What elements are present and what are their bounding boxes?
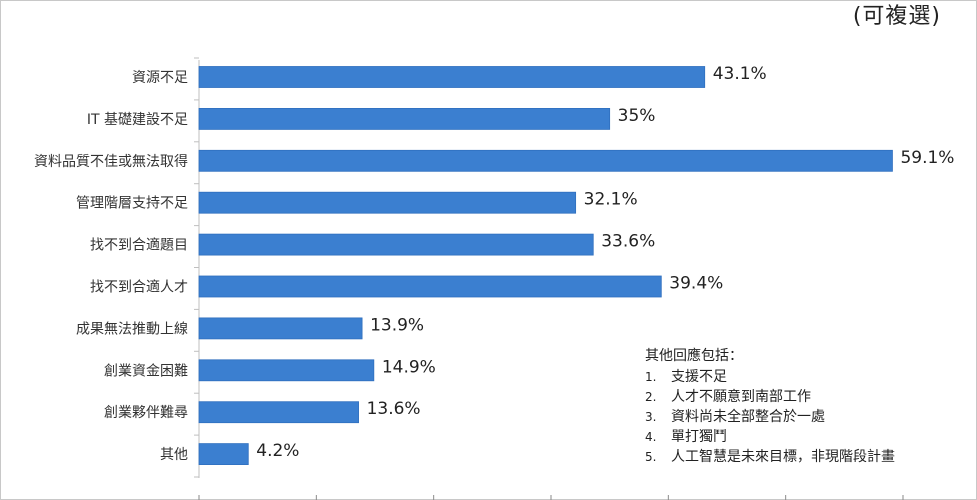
bar [198,275,662,298]
note-number: 3. [645,410,657,424]
data-label: 4.2% [256,441,299,461]
note-number: 1. [645,370,657,384]
note-number: 5. [645,450,657,464]
bar [198,108,611,130]
bar [198,66,706,88]
note-text: 單打獨鬥 [671,429,727,445]
data-label: 33.6% [601,232,655,252]
multi-select-note: (可複選) [852,4,941,29]
note-text: 資料尚未全部整合於一處 [671,409,825,425]
category-label: 資源不足 [132,70,188,86]
category-label: 找不到合適人才 [90,279,188,296]
note-item: 4. 單打獨鬥 [645,427,895,447]
bar [198,401,359,424]
category-label: 找不到合適題目 [90,237,188,254]
data-label: 39.4% [669,274,723,294]
bar [198,359,375,382]
data-label: 43.1% [713,64,767,84]
note-text: 人才不願意到南部工作 [671,389,811,405]
note-number: 2. [645,390,657,404]
data-label: 35% [618,106,656,126]
category-label: 管理階層支持不足 [76,196,188,212]
data-label: 13.6% [367,399,421,419]
data-label: 32.1% [584,190,638,210]
bar [198,317,363,340]
note-item: 2. 人才不願意到南部工作 [645,387,895,407]
data-label: 59.1% [900,148,954,168]
bar [198,443,249,466]
bar [198,149,893,172]
note-number: 4. [645,430,657,444]
data-label: 13.9% [370,315,424,335]
bar [198,233,594,256]
category-label: 資料品質不佳或無法取得 [34,153,188,170]
note-item: 5. 人工智慧是未來目標，非現階段計畫 [645,447,895,467]
category-label: 創業夥伴難尋 [104,405,188,421]
note-item: 1. 支援不足 [645,367,895,387]
category-label: IT 基礎建設不足 [87,111,188,128]
category-label: 成果無法推動上線 [76,321,188,337]
category-label: 其他 [160,447,188,463]
bar [198,191,577,214]
note-item: 3. 資料尚未全部整合於一處 [645,407,895,427]
notes-title: 其他回應包括： [645,348,743,364]
note-text: 支援不足 [671,369,727,385]
other-responses-note: 其他回應包括： 1. 支援不足 2. 人才不願意到南部工作 3. 資料尚未全部整合於一處 4… [645,346,895,467]
notes-list: 1. 支援不足 2. 人才不願意到南部工作 3. 資料尚未全部整合於一處 4. 單打獨鬥 5. 人… [645,367,895,467]
note-text: 人工智慧是未來目標，非現階段計畫 [671,449,895,465]
category-label: 創業資金困難 [104,363,188,379]
data-label: 14.9% [382,357,436,377]
